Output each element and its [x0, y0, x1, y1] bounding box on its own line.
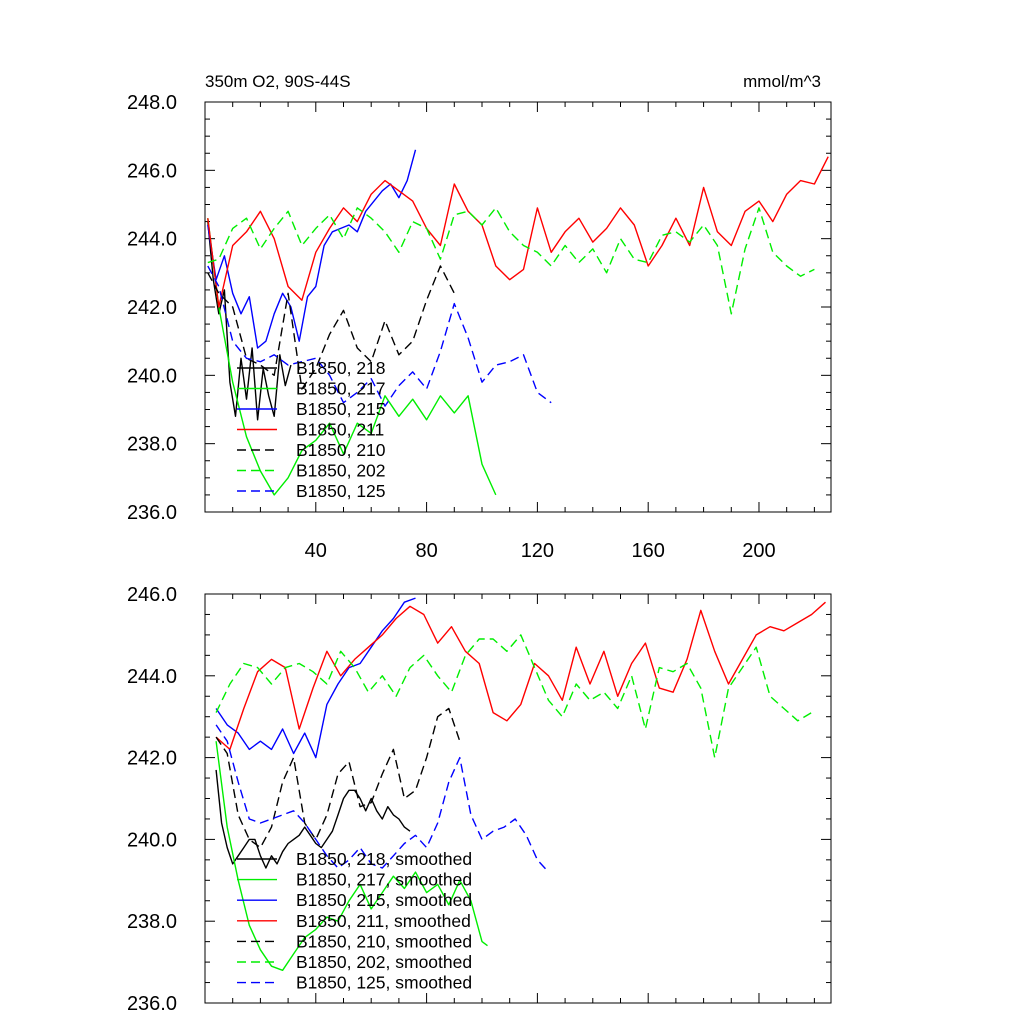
y-tick-label: 236.0: [127, 993, 177, 1015]
y-tick-label: 240.0: [127, 829, 177, 851]
series-line-1: [215, 769, 411, 869]
y-tick-label: 238.0: [127, 911, 177, 933]
series-line-3: [215, 597, 416, 759]
plot-panel-1: 350m O2, 90S-44S mmol/m^3 236.0 238.0 240.0 2…: [127, 72, 832, 562]
x-tick-label: 80: [415, 540, 437, 562]
plot-panel-2: 236.0 238.0 240.0 242.0 244.0 246.0 B1850, 218…: [127, 584, 832, 1015]
chart-title: 350m O2, 90S-44S: [205, 72, 351, 91]
legend-label-3: B1850, 215, smoothed: [296, 890, 472, 910]
y-tick-label: 242.0: [127, 297, 177, 319]
series-line-4: [207, 156, 829, 308]
series-lines: [215, 597, 826, 971]
legend-label-2: B1850, 217, smoothed: [296, 870, 472, 890]
y-tick-label: 238.0: [127, 434, 177, 456]
y-tick-label: 244.0: [127, 666, 177, 688]
y-tick-label: 248.0: [127, 92, 177, 114]
series-line-1: [207, 221, 292, 421]
legend-label-6: B1850, 202, smoothed: [296, 952, 472, 972]
x-tick-label: 40: [305, 540, 327, 562]
y-tick-label: 246.0: [127, 584, 177, 606]
series-line-7: [215, 724, 550, 873]
series-line-2: [215, 741, 488, 971]
legend-label-6: B1850, 202: [296, 461, 386, 481]
legend-label-4: B1850, 211: [296, 420, 384, 440]
series-line-7: [207, 265, 552, 407]
series-line-6: [207, 207, 815, 315]
series-line-6: [215, 634, 812, 759]
legend-label-1: B1850, 218: [296, 358, 386, 378]
units-label: mmol/m^3: [743, 72, 821, 91]
series-lines: [207, 149, 829, 496]
legend-label-4: B1850, 211, smoothed: [296, 911, 471, 931]
series-line-4: [215, 601, 826, 751]
y-tick-label: 242.0: [127, 748, 177, 770]
series-line-3: [207, 149, 417, 349]
legend-label-5: B1850, 210, smoothed: [296, 931, 472, 951]
legend-label-7: B1850, 125, smoothed: [296, 973, 472, 993]
series-line-5: [207, 265, 455, 390]
legend-label-1: B1850, 218, smoothed: [296, 849, 472, 869]
y-tick-label: 246.0: [127, 160, 177, 182]
legend-label-3: B1850, 215: [296, 399, 386, 419]
legend-label-2: B1850, 217: [296, 379, 386, 399]
y-tick-label: 244.0: [127, 229, 177, 251]
legend-label-5: B1850, 210: [296, 440, 386, 460]
y-tick-label: 240.0: [127, 365, 177, 387]
series-line-5: [215, 707, 461, 849]
series-line-2: [207, 218, 497, 496]
legend-label-7: B1850, 125: [296, 481, 386, 501]
x-tick-label: 160: [631, 540, 664, 562]
y-tick-label: 236.0: [127, 502, 177, 524]
x-tick-label: 200: [742, 540, 775, 562]
x-tick-label: 120: [521, 540, 554, 562]
